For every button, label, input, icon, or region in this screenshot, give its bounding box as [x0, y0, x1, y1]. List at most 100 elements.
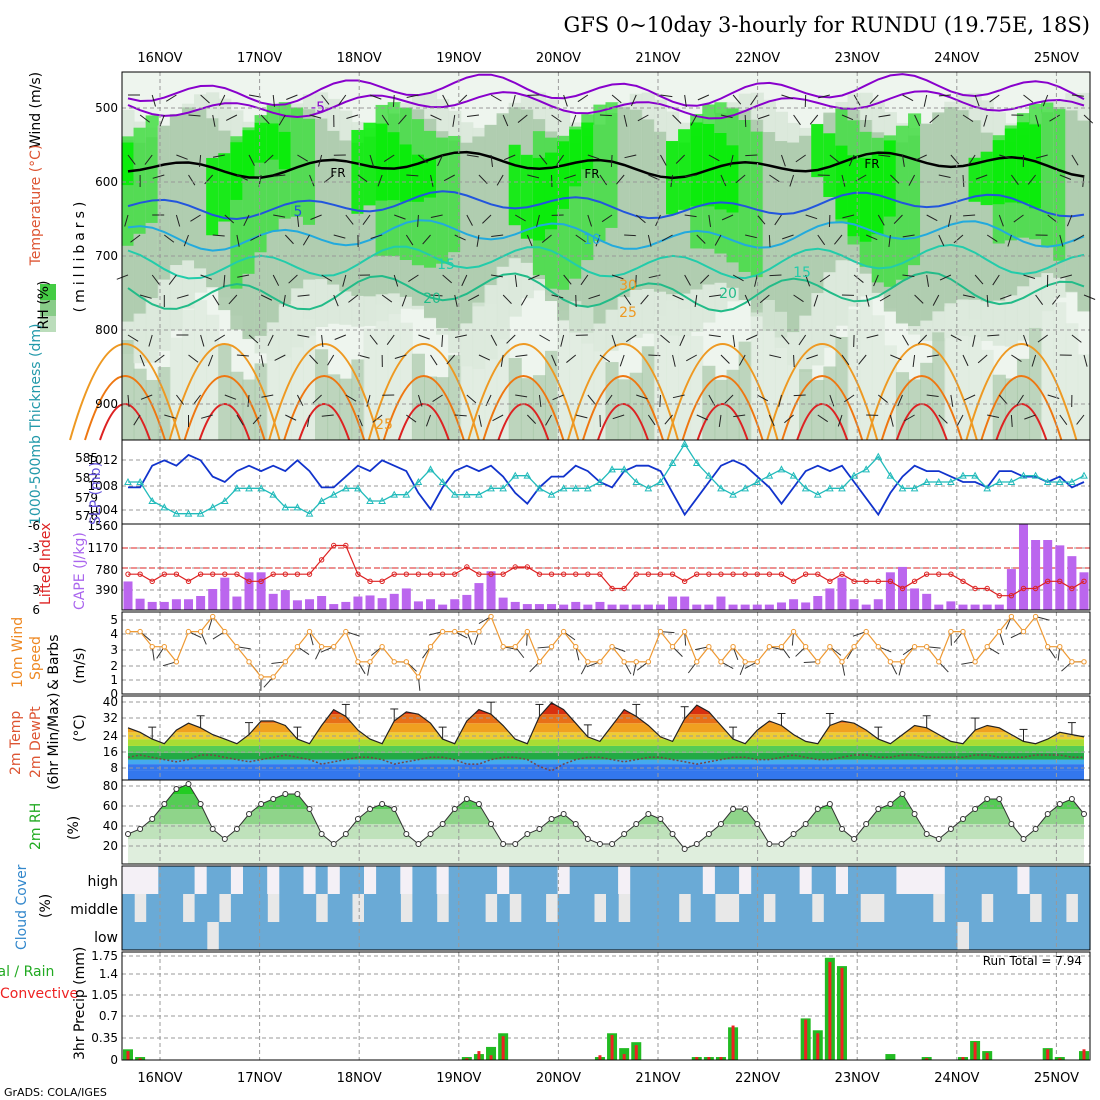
wind-barb	[866, 334, 879, 339]
wind-barb	[288, 274, 298, 284]
cloud-cell	[1077, 894, 1091, 922]
lifted-index-point	[790, 578, 797, 585]
wind-barb	[437, 154, 444, 167]
rh-shade	[702, 123, 716, 207]
wind-barb	[528, 274, 540, 281]
cloud-cell	[339, 866, 353, 894]
wind-barb	[732, 334, 736, 347]
cloud-cell	[170, 894, 184, 922]
wind-speed-point	[1057, 644, 1063, 650]
cloud-cell	[412, 894, 426, 922]
cloud-cell	[727, 922, 740, 950]
wind-barb	[154, 354, 165, 363]
wind-barb	[430, 214, 443, 218]
thickness-point	[414, 477, 423, 485]
cloud-cell	[787, 866, 801, 894]
cape-bar	[123, 581, 133, 610]
cloud-unit: (%)	[38, 894, 54, 918]
wind-barb	[515, 354, 528, 357]
wind-speed-point	[1069, 659, 1075, 665]
temperature-contour-label: 15	[437, 257, 455, 273]
rh-point	[705, 831, 712, 837]
lifted-index-point	[887, 578, 894, 585]
cape-bar	[813, 596, 823, 610]
cloud-cell	[618, 922, 631, 950]
wind-barb	[659, 394, 661, 408]
rh-shade-low	[690, 336, 704, 440]
cloud-cell	[194, 894, 208, 922]
cloud-cell	[158, 894, 171, 922]
cloud-cell	[823, 922, 837, 950]
wind-speed-line	[128, 615, 1084, 679]
rh-point	[294, 791, 301, 797]
wind-barb	[926, 214, 938, 222]
thickness-point	[692, 458, 701, 466]
wind-speed-point	[137, 628, 143, 635]
cloud-cell-clear	[835, 866, 849, 894]
wind-barb	[551, 114, 562, 123]
lifted-index-point	[439, 571, 446, 577]
cape-bar	[486, 571, 496, 610]
wind-barb	[999, 154, 1011, 159]
wind-speed-point	[415, 674, 422, 680]
thickness-point	[717, 484, 725, 492]
cape-bar	[789, 599, 799, 610]
cape-bar	[510, 601, 520, 610]
wind-barb	[829, 154, 840, 163]
y-tick-label: 1012	[87, 453, 118, 467]
rh-point	[475, 801, 482, 807]
rh-shade	[859, 157, 873, 242]
temperature-contour-label: -5	[311, 100, 325, 116]
cloud-cell	[122, 894, 135, 922]
wind-barb	[264, 154, 274, 164]
wind-barb	[611, 94, 622, 104]
rh-shade	[956, 110, 970, 300]
lifted-index-point	[706, 571, 712, 577]
cloud-level-label: low	[94, 930, 118, 946]
wind-barb	[454, 414, 467, 417]
y-tick-label: 500	[95, 101, 118, 115]
wind-barb	[793, 354, 795, 368]
thickness-point	[801, 484, 810, 492]
wind-barb	[468, 294, 480, 302]
wind-barb	[987, 334, 1000, 337]
wind-barb	[805, 274, 811, 287]
lifted-index-point	[911, 578, 918, 585]
wind-barb	[782, 234, 794, 240]
rh-legend-swatch	[40, 316, 56, 332]
wind-barb	[127, 394, 130, 407]
wind-barb	[563, 274, 572, 285]
wind-barb	[236, 354, 249, 357]
cloud-cell	[690, 894, 704, 922]
wind-barb	[192, 394, 202, 405]
rh2m-unit: (%)	[66, 816, 82, 840]
wind-barb	[564, 174, 576, 180]
cloud-cell	[993, 894, 1006, 922]
thickness-tick: 579	[75, 491, 98, 505]
panel-frame	[121, 951, 1091, 1061]
thickness-point	[366, 496, 374, 504]
warm-dome-contour	[880, 375, 963, 441]
thickness-point	[765, 471, 774, 479]
cloud-cell	[993, 866, 1006, 894]
wind-barb	[394, 214, 406, 220]
rh-point	[282, 791, 289, 797]
temperature-contour	[127, 219, 1085, 252]
wind-barb	[647, 234, 652, 247]
cape-bar	[571, 601, 581, 610]
wind-barb	[623, 294, 632, 306]
wind-barb	[164, 234, 175, 243]
rh-shade	[787, 142, 801, 333]
cloud-cell	[545, 866, 559, 894]
rh-shade-low	[980, 349, 994, 440]
cape-bar	[825, 588, 835, 610]
rh-fill	[128, 784, 1084, 864]
warm-dome-contour	[198, 403, 251, 441]
cape-bar	[498, 597, 508, 610]
cloud-cell	[460, 866, 474, 894]
lifted-index-point	[452, 571, 458, 577]
wind-barb	[200, 274, 212, 280]
wind-barb	[442, 94, 449, 106]
wind-barb	[1060, 274, 1073, 279]
y-tick-label: 0.7	[99, 1009, 118, 1023]
